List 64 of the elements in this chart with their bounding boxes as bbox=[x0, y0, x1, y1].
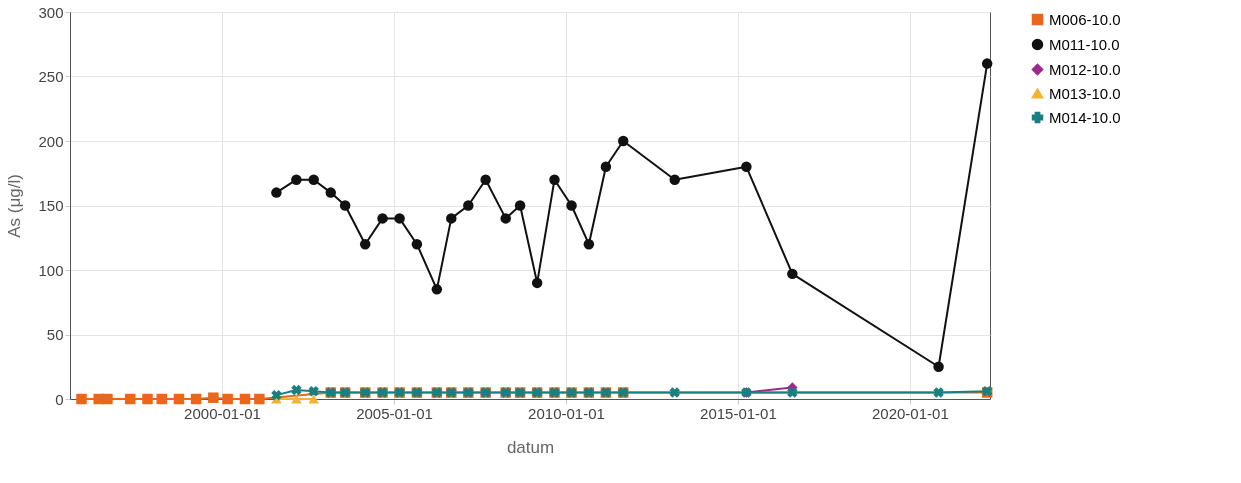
y-tick-label: 200 bbox=[38, 132, 64, 150]
point bbox=[339, 200, 351, 211]
point bbox=[446, 213, 457, 224]
point bbox=[500, 213, 511, 224]
y-tick-label: 250 bbox=[38, 68, 64, 85]
y-tick-label: 0 bbox=[55, 390, 64, 408]
point bbox=[431, 284, 443, 295]
point bbox=[271, 389, 282, 401]
point bbox=[359, 238, 371, 250]
legend-label: M006-10.0 bbox=[1049, 10, 1121, 28]
point bbox=[208, 392, 219, 403]
point bbox=[76, 393, 87, 405]
point bbox=[222, 393, 233, 405]
point bbox=[669, 174, 680, 185]
point bbox=[291, 384, 302, 396]
point bbox=[463, 200, 474, 211]
x-tick-label: 2010-01-01 bbox=[528, 404, 605, 422]
point bbox=[583, 238, 595, 250]
point bbox=[308, 394, 319, 404]
y-tick-label: 50 bbox=[46, 326, 64, 343]
point bbox=[787, 268, 798, 280]
point bbox=[411, 238, 423, 250]
point bbox=[741, 161, 752, 173]
point bbox=[190, 393, 202, 405]
y-tick-label: 300 bbox=[38, 3, 64, 21]
point bbox=[787, 387, 798, 398]
point bbox=[933, 361, 944, 372]
point bbox=[254, 393, 265, 405]
point bbox=[173, 393, 185, 405]
point bbox=[669, 387, 680, 398]
point bbox=[394, 213, 405, 224]
point bbox=[480, 174, 491, 185]
point bbox=[291, 394, 302, 404]
legend-label: M011-10.0 bbox=[1049, 35, 1120, 53]
x-tick-label: 2005-01-01 bbox=[356, 404, 433, 422]
y-axis-title: As (μg/l) bbox=[5, 174, 25, 238]
point bbox=[933, 387, 944, 398]
y-tick-label: 150 bbox=[38, 197, 64, 214]
point bbox=[531, 277, 543, 289]
point bbox=[600, 161, 612, 173]
y-tick-label: 100 bbox=[38, 261, 64, 279]
x-tick-label: 2000-01-01 bbox=[184, 404, 261, 422]
point bbox=[291, 174, 302, 185]
point bbox=[271, 187, 282, 198]
point bbox=[102, 393, 113, 405]
point bbox=[377, 213, 388, 224]
point bbox=[617, 135, 629, 147]
point bbox=[981, 58, 993, 69]
legend-label: M014-10.0 bbox=[1049, 108, 1121, 126]
point bbox=[308, 174, 319, 185]
point bbox=[566, 200, 577, 211]
x-axis-title: datum bbox=[506, 437, 555, 457]
point bbox=[124, 393, 136, 405]
point bbox=[239, 393, 251, 405]
legend-label: M012-10.0 bbox=[1049, 60, 1121, 78]
point bbox=[142, 393, 153, 405]
point bbox=[325, 187, 336, 198]
point bbox=[549, 174, 560, 185]
point bbox=[308, 386, 319, 397]
x-tick-label: 2020-01-01 bbox=[872, 404, 949, 422]
point bbox=[156, 393, 167, 405]
legend-label: M013-10.0 bbox=[1049, 84, 1121, 102]
point bbox=[514, 200, 526, 211]
x-tick-label: 2015-01-01 bbox=[700, 404, 777, 422]
